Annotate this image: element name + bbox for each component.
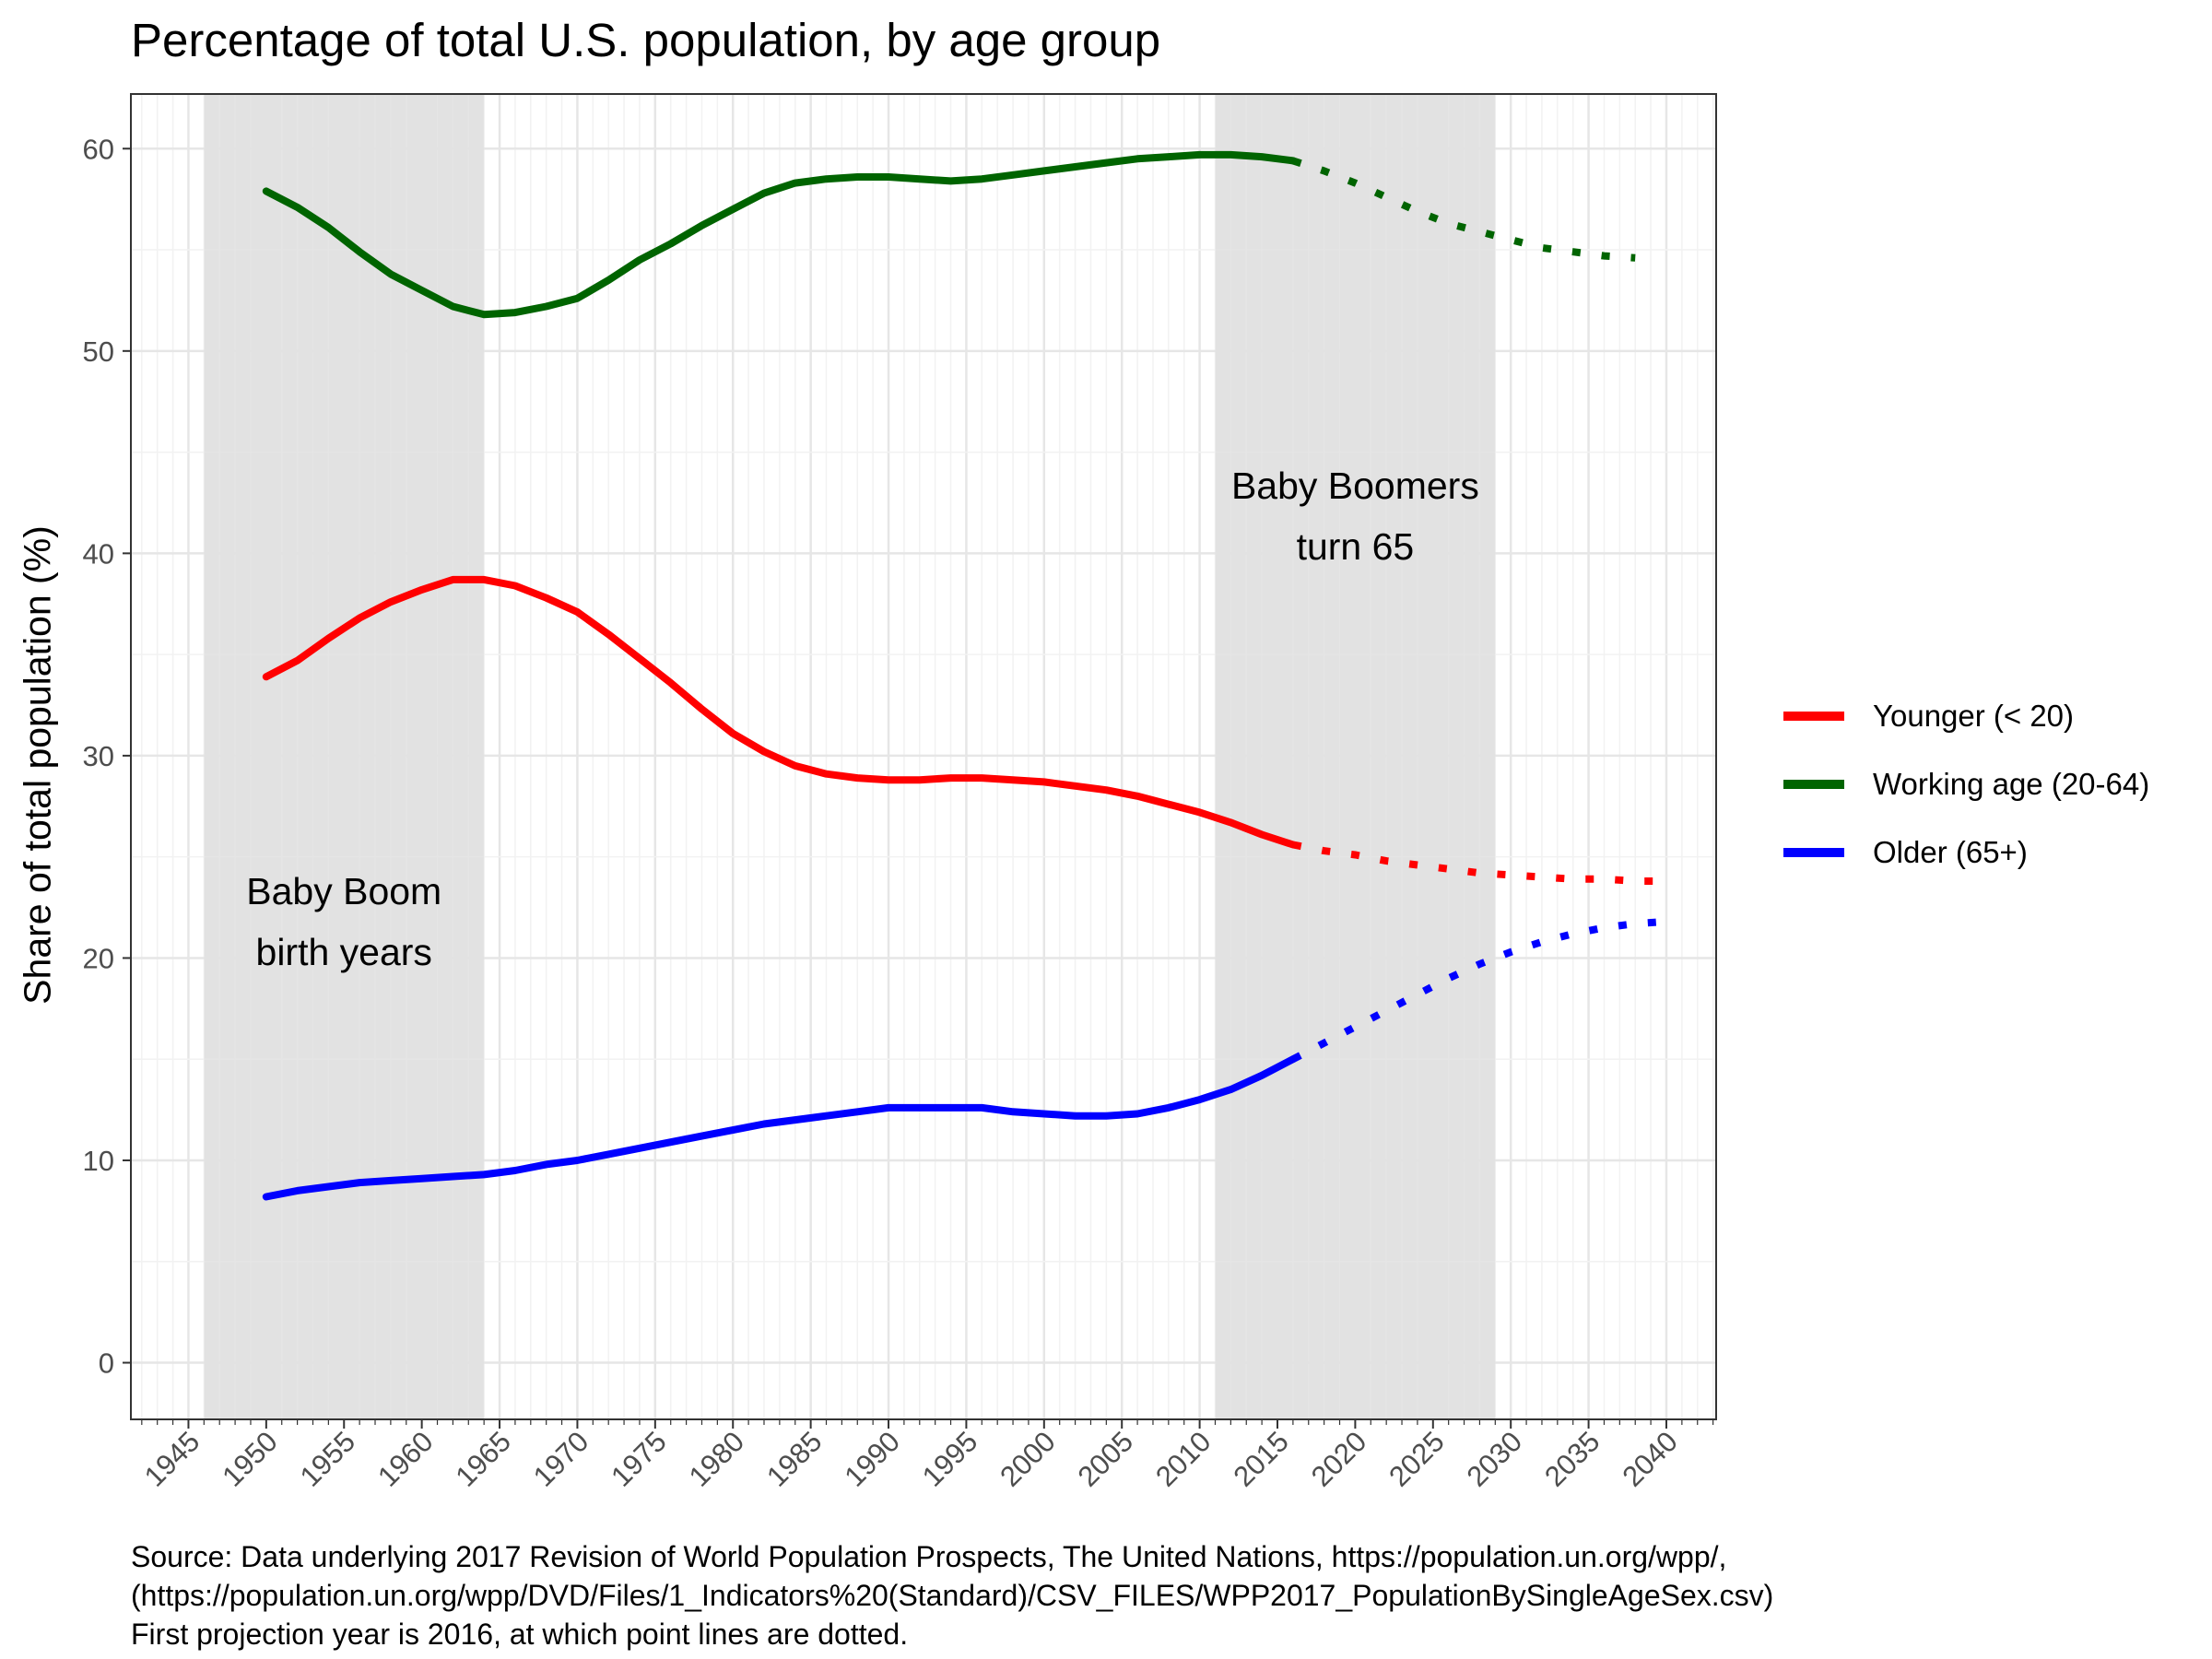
legend-key-younger (1783, 712, 1844, 721)
y-tick-label: 20 (83, 942, 114, 974)
annotation-baby-boom: Baby Boom birth years (246, 861, 441, 982)
annotation-line: birth years (255, 930, 432, 973)
legend-item-older: Older (65+) (1783, 818, 2149, 887)
legend-label: Younger (< 20) (1873, 699, 2075, 733)
y-tick-label: 60 (83, 133, 114, 165)
x-tick-label: 1960 (371, 1425, 440, 1493)
caption-line: (https://population.un.org/wpp/DVD/Files… (131, 1579, 1774, 1612)
annotation-baby-boomers-65: Baby Boomers turn 65 (1231, 455, 1479, 577)
legend-label: Working age (20-64) (1873, 767, 2150, 801)
x-tick-label: 1980 (683, 1425, 751, 1493)
x-tick-label: 2010 (1149, 1425, 1218, 1493)
x-tick-label: 1975 (605, 1425, 673, 1493)
x-tick-label: 2035 (1538, 1425, 1606, 1493)
series-projection-0 (1292, 841, 1666, 885)
x-tick-label: 1950 (216, 1425, 284, 1493)
shaded-period-overlay-1 (1215, 94, 1496, 1419)
y-tick-label: 40 (83, 537, 114, 570)
x-tick-label: 2015 (1227, 1425, 1295, 1493)
x-tick-label: 2040 (1616, 1425, 1684, 1493)
y-tick-label: 30 (83, 740, 114, 772)
plot-panel-border (130, 93, 1717, 1420)
x-tick-label: 1995 (916, 1425, 984, 1493)
series-lines (262, 150, 1667, 1201)
legend-key-older (1783, 848, 1844, 857)
shaded-period-overlay-0 (204, 94, 485, 1419)
x-tick-label: 1985 (760, 1425, 829, 1493)
y-tick-label: 10 (83, 1145, 114, 1177)
series-line-0 (262, 575, 1297, 849)
series-line-2 (262, 1055, 1297, 1201)
x-tick-label: 2000 (994, 1425, 1062, 1493)
source-caption: Source: Data underlying 2017 Revision of… (131, 1537, 1773, 1653)
chart-title: Percentage of total U.S. population, by … (131, 14, 1161, 66)
gridlines (131, 94, 1716, 1419)
x-tick-label: 2030 (1461, 1425, 1529, 1493)
legend-label: Older (65+) (1873, 835, 2028, 869)
legend-item-working-age: Working age (20-64) (1783, 750, 2149, 818)
legend-key-working-age (1783, 780, 1844, 789)
x-tick-label: 1990 (838, 1425, 906, 1493)
annotation-line: Baby Boom (246, 869, 442, 912)
annotation-line: Baby Boomers (1230, 465, 1479, 508)
x-tick-label: 1965 (449, 1425, 517, 1493)
x-tick-label: 2025 (1382, 1425, 1451, 1493)
x-tick-label: 2005 (1072, 1425, 1140, 1493)
y-tick-label: 0 (99, 1347, 114, 1380)
annotation-line: turn 65 (1296, 525, 1415, 569)
legend: Younger (< 20) Working age (20-64) Older… (1783, 682, 2149, 887)
x-tick-label: 2020 (1305, 1425, 1373, 1493)
series-projection-1 (1291, 157, 1636, 262)
legend-item-younger: Younger (< 20) (1783, 682, 2149, 750)
y-tick-label: 50 (83, 335, 114, 368)
y-axis-label: Share of total population (%) (16, 525, 59, 1005)
x-tick-label: 1955 (294, 1425, 362, 1493)
x-tick-label: 1970 (527, 1425, 595, 1493)
x-tick-label: 1945 (138, 1425, 206, 1493)
caption-line: Source: Data underlying 2017 Revision of… (131, 1540, 1727, 1573)
series-line-1 (262, 150, 1297, 319)
series-projection-2 (1291, 917, 1667, 1063)
caption-line: First projection year is 2016, at which … (131, 1618, 909, 1651)
